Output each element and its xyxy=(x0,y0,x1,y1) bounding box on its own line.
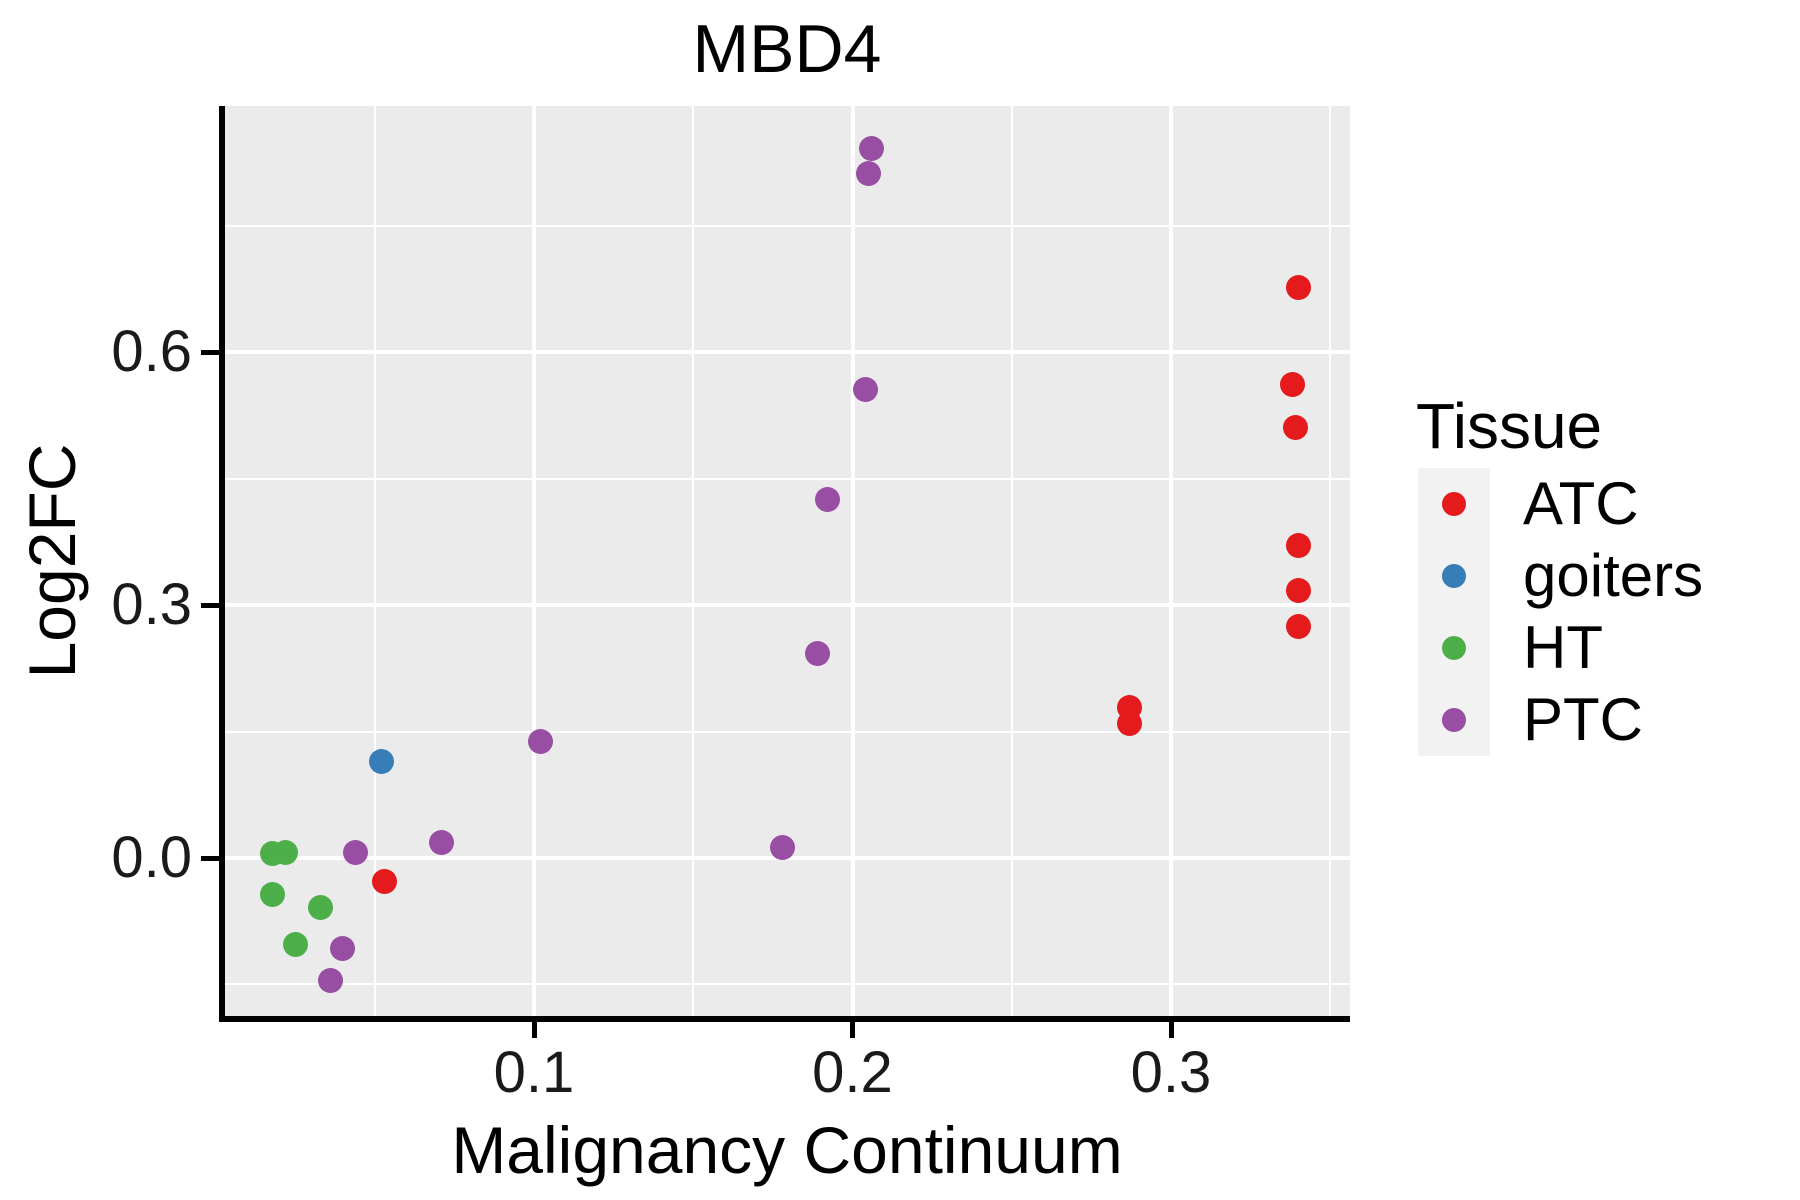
data-point-HT xyxy=(282,931,308,957)
data-point-PTC xyxy=(330,935,356,961)
data-point-ATC xyxy=(1285,274,1311,300)
data-point-ATC xyxy=(1285,532,1311,558)
x-axis-line xyxy=(219,1016,1350,1022)
data-point-PTC xyxy=(859,136,885,162)
y-minor-gridline xyxy=(224,224,1350,227)
data-point-HT xyxy=(308,895,334,921)
x-tick-label: 0.1 xyxy=(493,1040,575,1105)
data-point-ATC xyxy=(371,869,397,895)
x-minor-gridline xyxy=(692,106,695,1019)
x-major-gridline xyxy=(1169,106,1173,1019)
data-point-HT xyxy=(260,881,286,907)
legend-key xyxy=(1418,468,1490,540)
x-minor-gridline xyxy=(1010,106,1013,1019)
plot-title: MBD4 xyxy=(692,11,882,87)
y-major-gridline xyxy=(224,350,1350,355)
data-point-ATC xyxy=(1282,414,1308,440)
data-point-PTC xyxy=(343,840,369,866)
legend-dot-icon xyxy=(1442,564,1466,588)
data-point-goiters xyxy=(368,749,394,775)
data-point-PTC xyxy=(855,160,881,186)
y-tick-mark xyxy=(201,602,220,608)
data-point-ATC xyxy=(1285,578,1311,604)
x-tick-mark xyxy=(850,1020,855,1038)
data-point-PTC xyxy=(317,967,343,993)
x-tick-label: 0.3 xyxy=(1130,1040,1212,1105)
legend-item-label: goiters xyxy=(1523,542,1704,609)
x-tick-label: 0.2 xyxy=(812,1040,893,1105)
legend-item-label: PTC xyxy=(1523,686,1643,753)
legend-dot-icon xyxy=(1442,492,1466,516)
data-point-PTC xyxy=(769,835,795,861)
y-tick-mark xyxy=(201,349,220,355)
y-minor-gridline xyxy=(224,730,1350,733)
legend-dot-icon xyxy=(1442,636,1466,660)
x-axis-title: Malignancy Continuum xyxy=(451,1113,1123,1187)
data-point-ATC xyxy=(1279,371,1305,397)
data-point-PTC xyxy=(527,729,553,755)
x-tick-mark xyxy=(1168,1020,1174,1038)
y-tick-label: 0.3 xyxy=(111,572,192,637)
y-tick-mark xyxy=(201,855,220,861)
y-minor-gridline xyxy=(224,477,1350,480)
y-major-gridline xyxy=(224,603,1350,607)
legend-key xyxy=(1418,684,1490,756)
x-major-gridline xyxy=(850,106,855,1019)
x-minor-gridline xyxy=(373,106,376,1019)
legend-key xyxy=(1418,612,1490,684)
y-axis-title: Log2FC xyxy=(15,443,89,679)
legend-key xyxy=(1418,540,1490,612)
y-tick-label: 0.0 xyxy=(111,825,192,890)
x-tick-mark xyxy=(531,1020,537,1038)
data-point-ATC xyxy=(1285,614,1311,640)
data-point-PTC xyxy=(429,830,455,856)
data-point-PTC xyxy=(804,640,830,666)
data-point-ATC xyxy=(1117,710,1143,736)
data-point-HT xyxy=(273,839,299,865)
legend-dot-icon xyxy=(1442,708,1466,732)
y-minor-gridline xyxy=(224,983,1350,986)
legend-title: Tissue xyxy=(1416,390,1603,462)
legend-item-label: HT xyxy=(1523,614,1603,681)
legend-item-label: ATC xyxy=(1523,470,1639,537)
y-tick-label: 0.6 xyxy=(111,319,192,385)
x-minor-gridline xyxy=(1329,106,1332,1019)
data-point-PTC xyxy=(814,487,840,513)
x-major-gridline xyxy=(532,106,536,1019)
data-point-PTC xyxy=(852,377,878,403)
y-axis-line xyxy=(219,106,225,1022)
plot-panel xyxy=(224,106,1350,1019)
